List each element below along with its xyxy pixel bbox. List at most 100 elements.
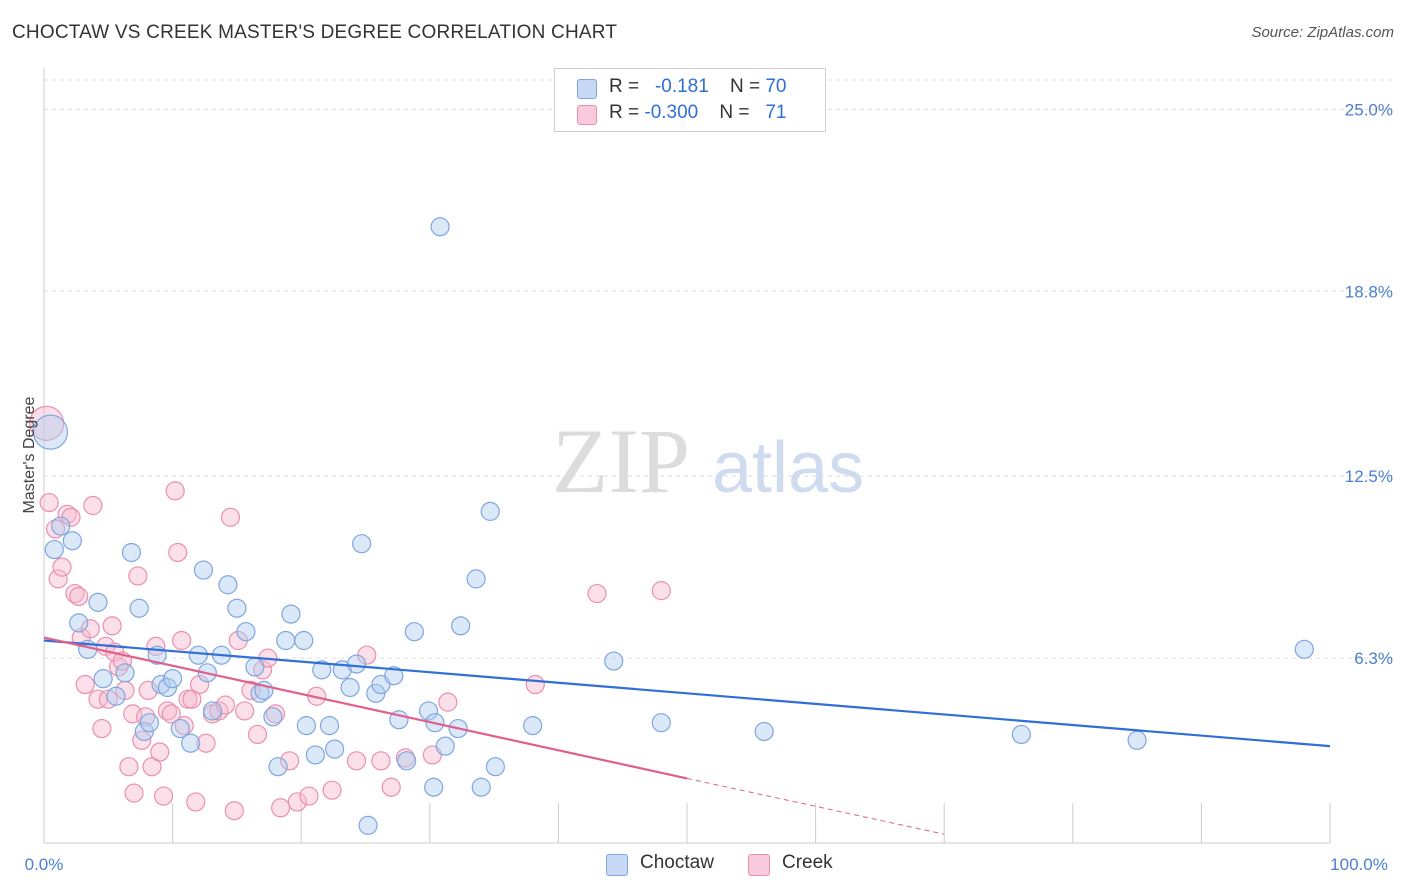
choctaw-point [139,713,160,733]
watermark-atlas: atlas [712,428,864,508]
choctaw-point [134,721,154,742]
choctaw-point [485,757,505,777]
legend-swatch-choctaw [606,854,628,876]
series-legend: Choctaw Creek [0,852,1406,878]
r-label: R = [609,76,645,97]
choctaw-point [263,707,283,727]
choctaw-point [106,686,126,706]
legend-row-choctaw: R = -0.181 N = 70 [577,76,786,100]
creek-point [525,674,545,695]
choctaw-point [404,622,424,642]
choctaw-point [188,645,208,665]
choctaw-point [451,616,471,636]
creek-point [247,724,268,745]
r-value: -0.300 [644,102,699,123]
creek-point [150,742,170,762]
y-tick-label: 25.0% [1345,100,1393,119]
choctaw-point [294,630,314,651]
creek-point [220,507,241,527]
choctaw-point [352,534,372,554]
choctaw-point [305,745,325,765]
choctaw-trend-line [43,639,1331,748]
creek-point [186,792,206,812]
choctaw-point [466,569,486,589]
legend-swatch-creek [577,105,597,125]
creek-point [371,751,391,771]
choctaw-point [424,777,444,797]
choctaw-point [62,531,82,551]
choctaw-point [430,217,450,237]
creek-point [346,751,367,771]
creek-point [235,701,255,721]
legend-swatch-choctaw [577,79,597,99]
choctaw-point [129,598,149,618]
legend-row-creek: R = -0.300 N = 71 [577,102,786,126]
choctaw-point [754,721,774,742]
choctaw-point [121,542,142,563]
choctaw-point [181,733,201,753]
choctaw-point [245,657,265,677]
n-value: 71 [755,102,787,123]
legend-label-choctaw: Choctaw [640,852,714,873]
creek-point [92,718,112,739]
choctaw-point [358,815,378,835]
choctaw-point [296,716,316,736]
choctaw-point [32,414,69,450]
y-tick-label: 6.3% [1354,649,1393,668]
legend-swatch-creek [748,854,770,876]
choctaw-point [340,677,360,698]
choctaw-point [69,613,89,633]
creek-point [280,751,300,771]
choctaw-point [281,604,301,624]
y-tick-label: 18.8% [1345,282,1393,301]
choctaw-point [384,666,404,686]
legend-stats-choctaw: R = -0.181 N = 70 [609,76,786,98]
choctaw-point [227,598,247,618]
choctaw-point [325,739,345,759]
choctaw-point [1127,730,1147,750]
n-value-text: 71 [765,102,787,123]
creek-point [438,692,458,712]
choctaw-point [418,701,439,721]
source-label: Source: ZipAtlas.com [1251,24,1394,41]
choctaw-point [346,654,367,674]
choctaw-point [268,757,288,777]
y-axis-label: Master's Degree [21,396,38,513]
choctaw-point [471,777,491,797]
choctaw-point [604,651,624,671]
creek-point [161,704,181,724]
creek-point [45,519,66,539]
choctaw-points [32,217,1314,835]
n-value: 70 [765,76,787,97]
creek-point [322,780,342,800]
creek-point [265,704,286,724]
choctaw-point [88,592,108,612]
creek-point [271,798,291,818]
choctaw-point [319,716,340,736]
legend-label-creek: Creek [782,852,833,873]
legend-stats-creek: R = -0.300 N = 71 [609,102,786,124]
choctaw-point [523,716,543,736]
choctaw-point [651,713,671,733]
creek-point [98,689,118,709]
choctaw-point [170,718,190,739]
creek-point [172,630,192,651]
correlation-legend: R = -0.181 N = 70 R = -0.300 N = 71 [554,68,826,132]
creek-point [83,495,103,516]
n-label: N = [729,76,766,97]
creek-point [153,786,174,806]
choctaw-point [157,677,178,698]
choctaw-point [1294,639,1314,659]
n-label: N = [719,102,755,123]
y-tick-label: 12.5% [1345,467,1393,486]
choctaw-point [163,669,183,689]
creek-point [224,801,244,821]
creek-point [28,405,65,441]
creek-point [75,674,95,695]
trend-lines [43,636,1331,835]
creek-point [299,786,319,806]
creek-point [168,542,188,563]
creek-point [52,557,72,577]
creek-point [587,583,607,604]
